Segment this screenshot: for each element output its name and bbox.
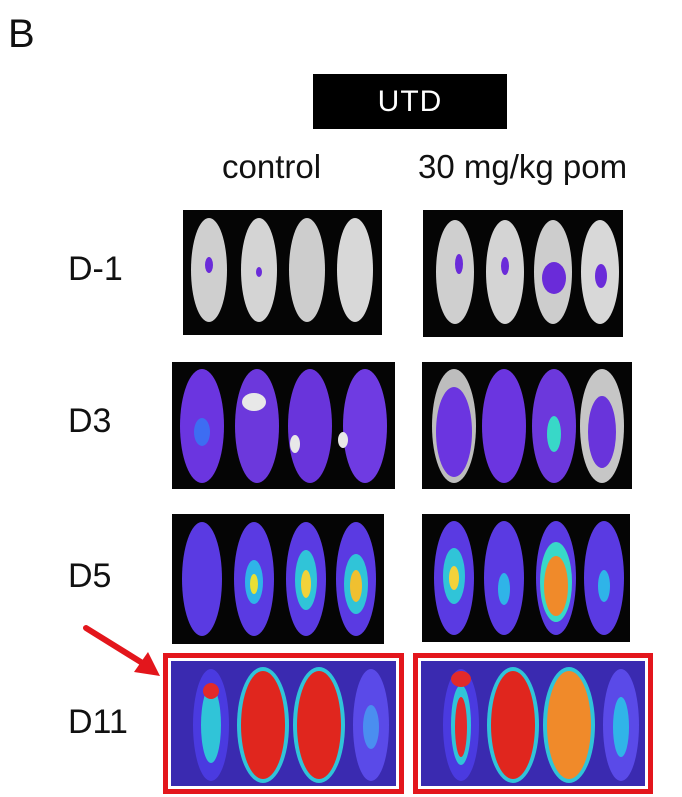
highlight-box-d11-control	[163, 653, 404, 794]
mouse-image-d3-pom	[422, 362, 632, 489]
mouse-image-d5-pom	[422, 514, 630, 642]
highlight-box-d11-pom	[413, 653, 653, 794]
panel-letter: B	[8, 12, 35, 56]
row-label-d5: D5	[68, 557, 112, 595]
mouse-image-d11-pom	[421, 661, 645, 786]
mouse-image-d3-control	[172, 362, 395, 489]
red-arrow-icon	[83, 625, 160, 676]
column-label-pom: 30 mg/kg pom	[418, 148, 628, 185]
row-label-d3: D3	[68, 402, 112, 440]
mouse-image-d5-control	[172, 514, 384, 644]
group-label-bar: UTD	[313, 74, 507, 129]
row-label-d11: D11	[68, 703, 128, 741]
mouse-image-d11-control	[171, 661, 396, 786]
row-label-d-1: D-1	[68, 250, 123, 288]
mouse-image-d-1-pom	[423, 210, 623, 337]
column-label-control: control	[222, 148, 322, 185]
mouse-image-d-1-control	[183, 210, 382, 335]
